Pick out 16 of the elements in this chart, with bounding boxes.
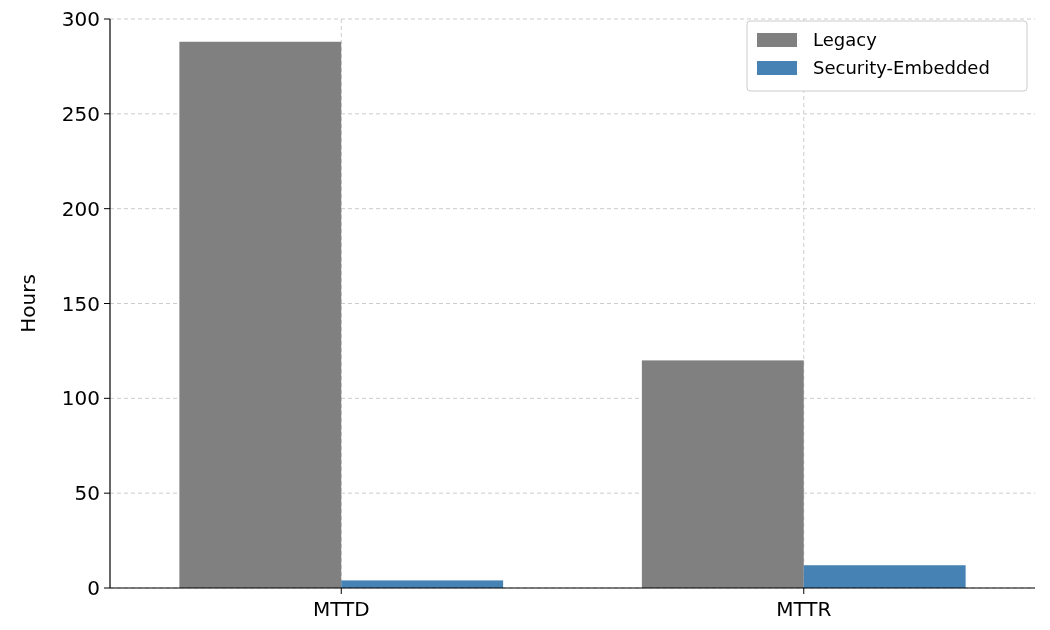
y-tick-label: 50 [74,481,100,506]
y-tick-label: 150 [61,291,100,316]
bar [179,41,342,588]
bar [803,565,966,588]
legend-label: Legacy [813,29,878,51]
y-tick-label: 0 [87,576,100,600]
bar [341,580,504,588]
y-tick-label: 200 [61,196,100,221]
legend-label: Security-Embedded [813,57,990,79]
y-tick-label: 250 [61,101,100,126]
bar [641,360,804,588]
x-tick-label: MTTD [312,597,370,621]
y-axis-title: Hours [16,274,40,333]
y-tick-label: 100 [61,386,100,411]
y-tick-label: 300 [61,7,100,31]
x-tick-label: MTTR [776,597,832,621]
